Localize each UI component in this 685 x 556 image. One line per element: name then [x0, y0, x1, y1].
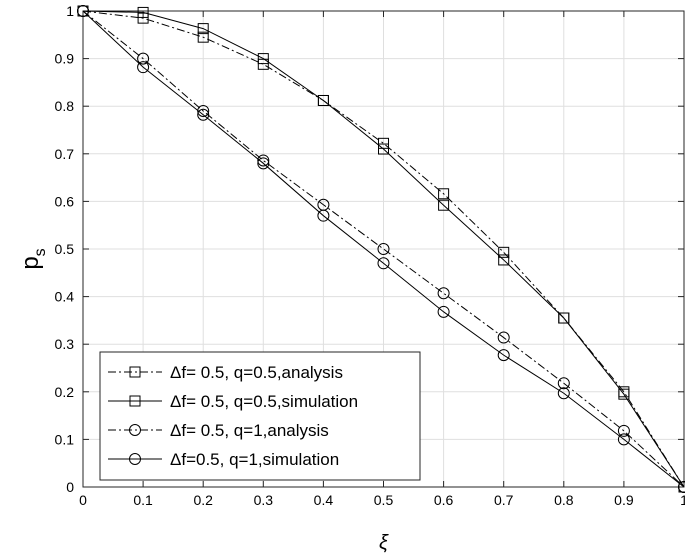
series-2-marker: [197, 23, 209, 35]
x-axis-label: ξ: [379, 532, 389, 554]
y-axis-label-main: p: [17, 256, 44, 269]
legend-label-2: Δf= 0.5, q=0.5,simulation: [170, 392, 358, 411]
y-axis-label-subscript: s: [32, 248, 49, 256]
series-4-marker: [77, 5, 89, 17]
legend-label-1: Δf= 0.5, q=0.5,analysis: [170, 363, 343, 382]
series-4-marker: [678, 481, 685, 493]
series-3-marker: [137, 52, 150, 65]
x-tick-label: 0.9: [614, 492, 634, 508]
series-4-marker: [257, 157, 270, 170]
series-4-marker: [197, 108, 210, 121]
series-1-line: [82, 10, 685, 488]
series-2-marker: [498, 254, 510, 266]
legend-marker-1: [129, 366, 141, 378]
series-4-marker: [497, 349, 510, 362]
series-3-marker: [497, 331, 510, 344]
y-tick-label: 0.9: [55, 51, 75, 67]
legend-marker-3: [129, 424, 141, 436]
series-2-marker: [618, 388, 630, 400]
series-1-marker: [197, 31, 209, 43]
series-2-marker: [137, 6, 149, 18]
x-tick-label: 0.1: [133, 492, 153, 508]
legend-label-3: Δf= 0.5, q=1,analysis: [170, 421, 329, 440]
series-3-marker: [257, 154, 270, 167]
series-2-marker: [317, 94, 329, 106]
series-2-marker: [257, 53, 269, 65]
y-tick-label: 0.5: [55, 241, 75, 257]
series-1-marker: [378, 137, 389, 149]
series-4-marker: [317, 209, 330, 222]
x-tick-label: 0.3: [254, 492, 274, 508]
x-tick-label: 0.2: [193, 492, 213, 508]
series-2-line: [82, 10, 685, 488]
series-3-line: [82, 10, 685, 488]
axis-ticks: 0 0.1 0.2 0.3 0.4 0.5 0.6 0.7 0.8 0.9 1 0 0.1 0.2 0.3 0…: [55, 3, 685, 508]
legend-marker-4: [129, 453, 141, 465]
series-1-marker: [498, 246, 510, 258]
y-tick-label: 0.3: [55, 336, 75, 352]
x-tick-label: 1: [680, 492, 685, 508]
series-1-marker: [438, 188, 450, 200]
x-tick-label: 0.4: [314, 492, 334, 508]
y-tick-label: 1: [66, 3, 74, 19]
x-tick-label: 0.8: [554, 492, 574, 508]
series-4-line: [82, 10, 685, 488]
y-tick-label: 0.4: [55, 289, 75, 305]
series-1-marker: [137, 12, 149, 24]
x-tick-label: 0.6: [434, 492, 454, 508]
series-2-marker: [438, 199, 450, 211]
y-axis-label: ps: [17, 248, 49, 269]
series-4-marker: [137, 61, 150, 74]
series-4-marker: [437, 305, 450, 318]
series-4-marker: [557, 387, 570, 400]
y-tick-label: 0.2: [55, 384, 75, 400]
series-4-marker: [377, 257, 390, 270]
series-layer: [77, 5, 685, 493]
legend-label-4: Δf=0.5, q=1,simulation: [170, 450, 339, 469]
x-tick-label: 0.5: [374, 492, 394, 508]
series-3-marker: [617, 424, 630, 437]
series-2-marker: [558, 312, 570, 324]
series-3-marker: [557, 377, 570, 390]
series-3-marker: [377, 243, 390, 255]
y-tick-label: 0: [66, 479, 74, 495]
series-3-marker: [437, 287, 450, 300]
y-tick-label: 0.7: [55, 146, 75, 162]
series-4-marker: [617, 433, 630, 446]
y-tick-label: 0.1: [55, 431, 75, 447]
x-tick-label: 0.7: [494, 492, 514, 508]
series-2-marker: [378, 143, 389, 155]
y-tick-label: 0.6: [55, 193, 75, 209]
series-1-marker: [257, 58, 269, 70]
y-tick-label: 0.8: [55, 98, 75, 114]
series-4: [77, 5, 685, 493]
legend: Δf= 0.5, q=0.5,analysis Δf= 0.5, q=0.5,si…: [99, 351, 421, 481]
legend-marker-2: [129, 395, 141, 407]
x-tick-label: 0: [79, 492, 87, 508]
